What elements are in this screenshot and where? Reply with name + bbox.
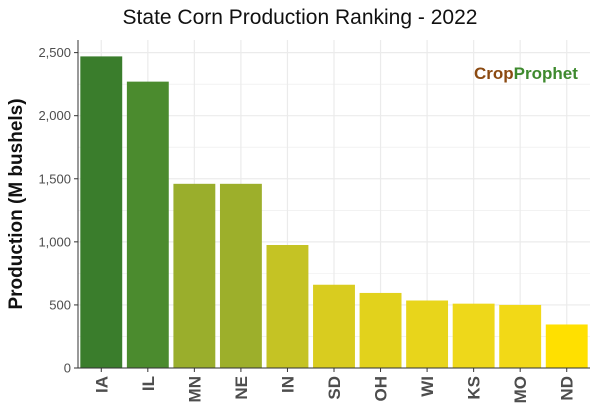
x-tick-label-nd: ND bbox=[558, 376, 577, 401]
x-tick-label-wi: WI bbox=[418, 376, 437, 397]
bar-ne bbox=[219, 183, 262, 368]
y-tick-label: 0 bbox=[64, 361, 71, 376]
bar-il bbox=[126, 81, 169, 368]
x-tick-label-oh: OH bbox=[372, 376, 391, 402]
logo-word-crop: Crop bbox=[474, 64, 514, 83]
x-tick-label-in: IN bbox=[278, 376, 297, 393]
cropprophet-logo: CropProphet bbox=[474, 64, 578, 83]
bar-nd bbox=[545, 324, 588, 368]
bar-mn bbox=[173, 183, 216, 368]
svg-text:CropProphet: CropProphet bbox=[474, 64, 578, 83]
y-axis-label: Production (M bushels) bbox=[6, 98, 27, 309]
x-tick-label-ne: NE bbox=[232, 376, 251, 400]
y-tick-label: 1,500 bbox=[38, 171, 71, 186]
x-tick-label-ks: KS bbox=[465, 376, 484, 400]
bar-in bbox=[266, 245, 309, 368]
x-tick-label-mo: MO bbox=[511, 376, 530, 403]
y-tick-label: 500 bbox=[49, 297, 71, 312]
x-tick-label-ia: IA bbox=[92, 376, 111, 393]
bar-wi bbox=[406, 300, 449, 368]
x-tick-label-mn: MN bbox=[185, 376, 204, 402]
x-tick-label-il: IL bbox=[139, 376, 158, 391]
bar-oh bbox=[359, 292, 402, 368]
bar-sd bbox=[313, 284, 355, 368]
x-axis-ticks: IA IL MN NE IN SD OH WI KS MO ND bbox=[92, 368, 577, 403]
y-tick-label: 1,000 bbox=[38, 234, 71, 249]
bar-ia bbox=[80, 56, 123, 369]
chart-title: State Corn Production Ranking - 2022 bbox=[122, 6, 478, 29]
y-tick-label: 2,500 bbox=[38, 45, 71, 60]
bar-mo bbox=[499, 304, 542, 368]
logo-word-prophet: Prophet bbox=[514, 64, 579, 83]
x-tick-label-sd: SD bbox=[325, 376, 344, 400]
y-tick-label: 2,000 bbox=[38, 108, 71, 123]
bars bbox=[80, 56, 588, 369]
bar-ks bbox=[452, 303, 495, 368]
